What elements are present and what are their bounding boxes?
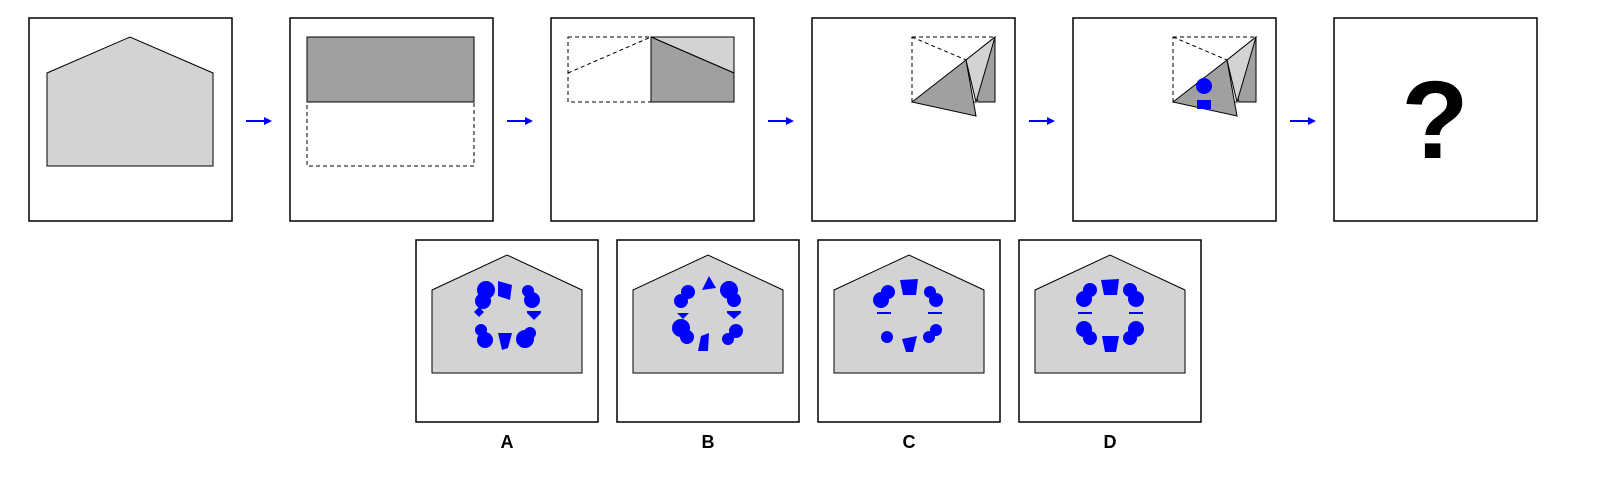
option-c[interactable] (817, 239, 1001, 423)
folded-strip (306, 36, 475, 103)
arrow-1 (246, 117, 272, 125)
step-5-panel (1072, 17, 1277, 222)
option-c-label[interactable]: C (902, 432, 916, 452)
question-mark: ? (1401, 59, 1468, 182)
option-d-label[interactable]: D (1103, 432, 1117, 452)
pentagon-paper (46, 36, 214, 167)
option-a[interactable] (415, 239, 599, 423)
option-d[interactable] (1018, 239, 1202, 423)
step-1-panel (28, 17, 233, 222)
folded-layer-front (910, 59, 977, 117)
option-d-holes (1076, 279, 1144, 352)
folded-layer-mid (965, 35, 996, 104)
folded-layer-mid (1226, 35, 1257, 104)
folded-away-outline (306, 101, 475, 167)
arrow-5 (1290, 117, 1316, 125)
option-a-label[interactable]: A (500, 432, 514, 452)
question-frame (1333, 17, 1538, 222)
option-b[interactable] (616, 239, 800, 423)
folded-away-outline (567, 36, 652, 103)
option-a-paper (431, 254, 583, 374)
option-c-holes (873, 279, 943, 352)
folded-layer-dark (650, 36, 735, 103)
arrow-2 (507, 117, 533, 125)
step-2-panel (289, 17, 494, 222)
option-d-paper (1034, 254, 1186, 374)
option-b-holes (672, 276, 743, 351)
hole-circle (1196, 78, 1212, 94)
option-c-paper (833, 254, 985, 374)
option-a-holes (474, 281, 541, 350)
step-4-panel (811, 17, 1016, 222)
step-3-panel (550, 17, 755, 222)
arrow-3 (768, 117, 794, 125)
option-b-paper (632, 254, 784, 374)
step-6-panel: ? (1333, 17, 1538, 222)
hole-rectangle (1197, 100, 1211, 109)
option-b-label[interactable]: B (701, 432, 715, 452)
arrow-4 (1029, 117, 1055, 125)
